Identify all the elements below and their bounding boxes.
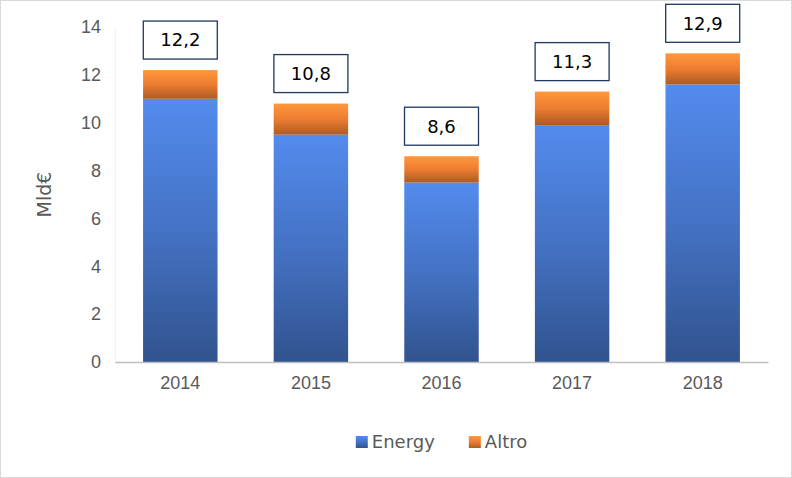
x-tick-label: 2014 [160, 373, 200, 393]
x-tick: 2018 [683, 362, 723, 393]
x-tick: 2017 [552, 362, 592, 393]
y-tick-label: 4 [91, 257, 101, 277]
bar [404, 156, 478, 182]
bar [143, 99, 217, 362]
x-tick: 2014 [160, 362, 200, 393]
y-tick: 6 [91, 209, 115, 229]
legend-item: Altro [469, 431, 527, 452]
plot-area: 0 2 4 6 8 10 12 14 2014 2015 2016 2017 2018 12,2 10,8 8… [81, 4, 769, 392]
legend-label: Altro [485, 431, 527, 452]
y-tick-label: 2 [91, 304, 101, 324]
bars [143, 53, 740, 362]
total-label: 10,8 [291, 63, 331, 84]
y-tick: 8 [91, 161, 115, 181]
y-tick: 4 [91, 257, 115, 277]
y-tick-label: 12 [81, 65, 101, 85]
total-box [274, 55, 348, 93]
total-label: 12,9 [683, 13, 723, 34]
chart: 0 2 4 6 8 10 12 14 2014 2015 2016 2017 2018 12,2 10,8 8… [0, 0, 792, 478]
y-tick-label: 10 [81, 113, 101, 133]
total-box [405, 107, 479, 145]
bar [535, 92, 609, 126]
x-tick-label: 2018 [683, 373, 723, 393]
x-tick-label: 2017 [552, 373, 592, 393]
y-tick-label: 14 [81, 17, 101, 37]
legend-swatch [469, 436, 481, 448]
x-tick: 2015 [291, 362, 331, 393]
total-box [666, 4, 740, 42]
legend: Energy Altro [356, 431, 527, 452]
bar [535, 125, 609, 362]
y-tick-label: 6 [91, 209, 101, 229]
total-label: 8,6 [427, 116, 456, 137]
y-axis: 0 2 4 6 8 10 12 14 [81, 17, 116, 372]
total-label: 11,3 [552, 51, 592, 72]
total-box [535, 43, 609, 81]
y-tick-label: 0 [91, 352, 101, 372]
y-axis-title: Mld€ [33, 172, 55, 218]
legend-swatch [356, 436, 368, 448]
y-axis-line [115, 28, 116, 363]
legend-label: Energy [372, 431, 435, 452]
bar [665, 53, 739, 84]
total-box [143, 21, 217, 59]
bar [274, 135, 348, 362]
bar [274, 104, 348, 135]
y-tick: 12 [81, 65, 115, 85]
bar [404, 183, 478, 362]
x-tick: 2016 [421, 362, 461, 393]
bar [143, 70, 217, 99]
x-tick-label: 2015 [291, 373, 331, 393]
y-tick: 10 [81, 113, 115, 133]
legend-item: Energy [356, 431, 435, 452]
x-axis: 2014 2015 2016 2017 2018 [116, 362, 769, 393]
y-tick: 2 [91, 304, 115, 324]
y-tick: 14 [81, 17, 115, 37]
background [1, 1, 792, 478]
bar [665, 84, 739, 362]
y-tick: 0 [91, 352, 115, 372]
x-tick-label: 2016 [421, 373, 461, 393]
total-label: 12,2 [160, 29, 200, 50]
x-axis-line [116, 362, 769, 363]
totals: 12,2 10,8 8,6 11,3 12,9 [143, 4, 739, 145]
y-tick-label: 8 [91, 161, 101, 181]
